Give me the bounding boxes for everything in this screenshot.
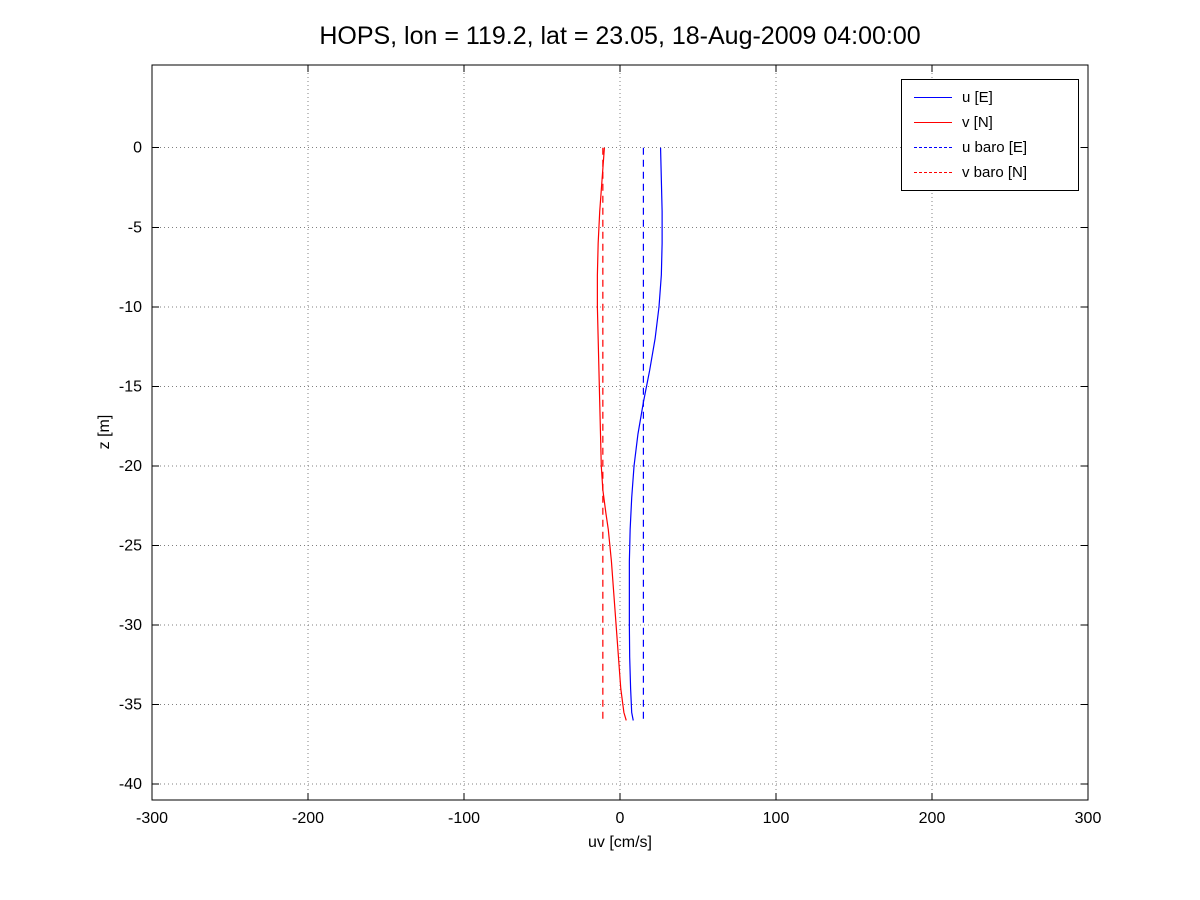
x-tick-label: 300 — [1075, 810, 1102, 827]
legend-line-sample-v — [914, 122, 952, 123]
x-tick-label: -300 — [136, 810, 168, 827]
legend: u [E] v [N] u baro [E] v baro [N] — [901, 79, 1079, 191]
y-tick-label: -35 — [119, 697, 142, 714]
legend-item: v baro [N] — [902, 160, 1078, 185]
y-tick-label: -30 — [119, 617, 142, 634]
legend-label-u-baro: u baro [E] — [962, 139, 1028, 156]
x-tick-label: -100 — [448, 810, 480, 827]
y-axis-label: z [m] — [96, 414, 113, 450]
x-tick-label: 0 — [616, 810, 625, 827]
legend-item: v [N] — [902, 110, 1078, 135]
legend-label-v-baro: v baro [N] — [962, 164, 1028, 181]
legend-label-u: u [E] — [962, 89, 993, 106]
x-tick-label: -200 — [292, 810, 324, 827]
x-axis-label: uv [cm/s] — [587, 834, 652, 851]
y-tick-label: -40 — [119, 776, 142, 793]
legend-line-sample-u — [914, 97, 952, 98]
legend-item: u baro [E] — [902, 135, 1078, 160]
legend-line-sample-u-baro — [914, 147, 952, 148]
chart-title: HOPS, lon = 119.2, lat = 23.05, 18-Aug-2… — [319, 22, 921, 50]
series-line-1 — [596, 147, 627, 721]
y-tick-label: -25 — [119, 537, 142, 554]
y-tick-label: -10 — [119, 299, 142, 316]
y-tick-label: -20 — [119, 458, 142, 475]
x-tick-label: 200 — [919, 810, 946, 827]
series-line-0 — [628, 147, 663, 721]
y-tick-label: -5 — [128, 219, 142, 236]
x-tick-label: 100 — [763, 810, 790, 827]
y-tick-label: 0 — [133, 140, 142, 157]
legend-item: u [E] — [902, 85, 1078, 110]
y-tick-label: -15 — [119, 378, 142, 395]
legend-label-v: v [N] — [962, 114, 993, 131]
legend-line-sample-v-baro — [914, 172, 952, 173]
